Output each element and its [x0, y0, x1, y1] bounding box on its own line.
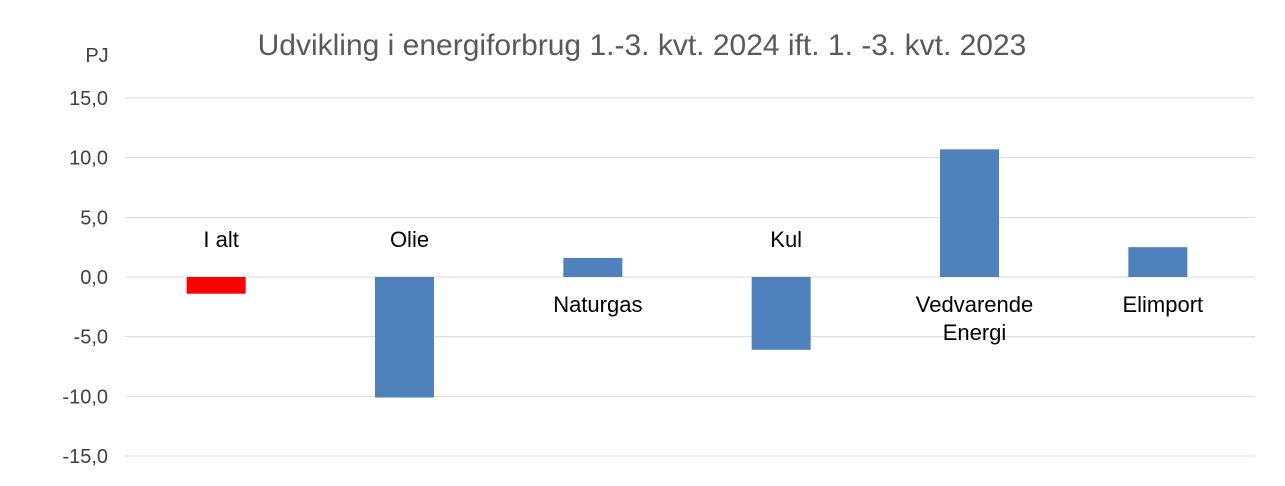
category-label: Olie	[390, 227, 429, 252]
category-label: Kul	[770, 227, 802, 252]
y-axis-unit: PJ	[85, 45, 108, 67]
bar-0	[186, 277, 246, 294]
y-tick-label: -5,0	[74, 327, 108, 349]
category-label: Elimport	[1122, 292, 1203, 317]
category-labels: I alt Olie Naturgas Kul Vedvarende Energi Elim…	[203, 227, 1203, 345]
bar-4	[940, 149, 999, 277]
bar-1	[375, 277, 434, 398]
category-label: Naturgas	[553, 292, 642, 317]
bars	[186, 149, 1188, 398]
bar-5	[1128, 247, 1188, 277]
y-axis-ticks: 15,0 10,0 5,0 0,0 -5,0 -10,0 -15,0	[62, 88, 108, 468]
y-tick-label: -10,0	[62, 386, 108, 408]
y-tick-label: 5,0	[80, 207, 108, 229]
bar-3	[751, 277, 811, 350]
y-tick-label: 0,0	[80, 267, 108, 289]
bar-2	[563, 257, 623, 277]
y-tick-label: -15,0	[62, 446, 108, 468]
gridlines	[125, 97, 1255, 457]
category-label: Vedvarende	[916, 292, 1033, 317]
chart-title: Udvikling i energiforbrug 1.-3. kvt. 202…	[258, 29, 1027, 62]
category-label: I alt	[203, 227, 238, 252]
y-tick-label: 10,0	[69, 148, 108, 170]
y-tick-label: 15,0	[69, 88, 108, 110]
category-label: Energi	[943, 320, 1007, 345]
